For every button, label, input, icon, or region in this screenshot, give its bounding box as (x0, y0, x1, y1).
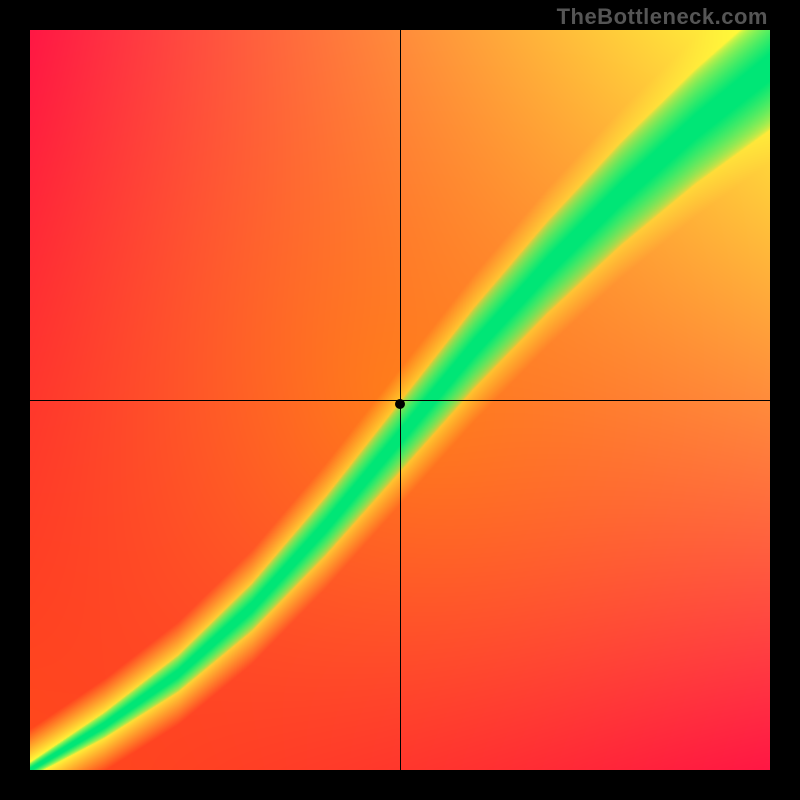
selection-marker (395, 399, 405, 409)
chart-frame: TheBottleneck.com (0, 0, 800, 800)
watermark-text: TheBottleneck.com (557, 4, 768, 30)
